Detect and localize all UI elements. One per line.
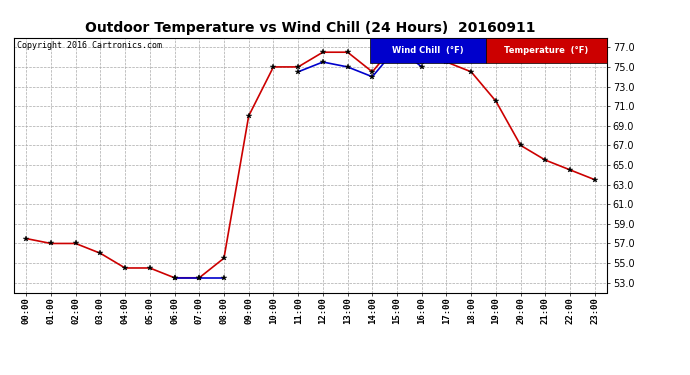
Text: Copyright 2016 Cartronics.com: Copyright 2016 Cartronics.com <box>17 41 161 50</box>
Text: Wind Chill  (°F): Wind Chill (°F) <box>392 46 464 55</box>
Title: Outdoor Temperature vs Wind Chill (24 Hours)  20160911: Outdoor Temperature vs Wind Chill (24 Ho… <box>86 21 535 35</box>
FancyBboxPatch shape <box>486 38 607 63</box>
FancyBboxPatch shape <box>370 38 486 63</box>
Text: Temperature  (°F): Temperature (°F) <box>504 46 589 55</box>
